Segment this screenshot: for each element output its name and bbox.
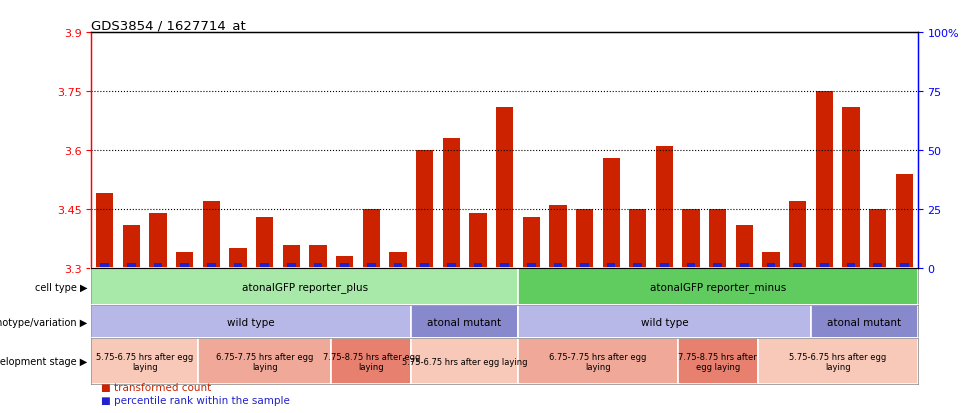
- Text: 5.75-6.75 hrs after egg
laying: 5.75-6.75 hrs after egg laying: [96, 352, 193, 371]
- Bar: [606, 263, 615, 268]
- Text: atonal mutant: atonal mutant: [827, 317, 901, 327]
- Text: development stage ▶: development stage ▶: [0, 356, 87, 366]
- Bar: [713, 263, 722, 268]
- Bar: [91, 268, 518, 306]
- Bar: [843, 108, 860, 268]
- Bar: [816, 92, 833, 268]
- Bar: [900, 263, 909, 268]
- Bar: [820, 263, 828, 268]
- Bar: [518, 339, 678, 384]
- Text: wild type: wild type: [228, 317, 275, 327]
- Text: 5.75-6.75 hrs after egg laying: 5.75-6.75 hrs after egg laying: [402, 357, 528, 366]
- Text: 6.75-7.75 hrs after egg
laying: 6.75-7.75 hrs after egg laying: [216, 352, 313, 371]
- Bar: [767, 263, 776, 268]
- Bar: [554, 263, 562, 268]
- Bar: [794, 263, 802, 268]
- Bar: [411, 306, 518, 339]
- Bar: [847, 263, 855, 268]
- Bar: [736, 225, 753, 268]
- Bar: [789, 202, 806, 268]
- Bar: [500, 263, 509, 268]
- Bar: [96, 194, 113, 268]
- Text: 7.75-8.75 hrs after
egg laying: 7.75-8.75 hrs after egg laying: [678, 352, 757, 371]
- Bar: [523, 217, 540, 268]
- Bar: [332, 339, 411, 384]
- Text: 7.75-8.75 hrs after egg
laying: 7.75-8.75 hrs after egg laying: [323, 352, 420, 371]
- Bar: [287, 263, 296, 268]
- Bar: [709, 210, 727, 268]
- Bar: [91, 306, 411, 339]
- Bar: [340, 263, 349, 268]
- Bar: [91, 339, 198, 384]
- Bar: [740, 263, 749, 268]
- Bar: [420, 263, 429, 268]
- Bar: [682, 210, 700, 268]
- Bar: [100, 263, 109, 268]
- Bar: [660, 263, 669, 268]
- Bar: [527, 263, 535, 268]
- Bar: [283, 245, 300, 268]
- Bar: [629, 210, 647, 268]
- Bar: [309, 245, 327, 268]
- Text: 6.75-7.75 hrs after egg
laying: 6.75-7.75 hrs after egg laying: [549, 352, 647, 371]
- Bar: [389, 253, 407, 268]
- Text: cell type ▶: cell type ▶: [35, 282, 87, 292]
- Bar: [447, 263, 456, 268]
- Bar: [416, 151, 433, 268]
- Bar: [207, 263, 215, 268]
- Bar: [123, 225, 140, 268]
- Bar: [758, 339, 918, 384]
- Bar: [394, 263, 403, 268]
- Bar: [154, 263, 162, 268]
- Bar: [869, 210, 886, 268]
- Bar: [362, 210, 380, 268]
- Bar: [549, 206, 567, 268]
- Bar: [313, 263, 322, 268]
- Bar: [518, 306, 811, 339]
- Bar: [234, 263, 242, 268]
- Bar: [443, 139, 460, 268]
- Bar: [874, 263, 882, 268]
- Bar: [580, 263, 589, 268]
- Bar: [411, 339, 518, 384]
- Bar: [678, 339, 758, 384]
- Bar: [149, 214, 166, 268]
- Bar: [655, 147, 673, 268]
- Bar: [127, 263, 136, 268]
- Text: atonal mutant: atonal mutant: [428, 317, 502, 327]
- Bar: [181, 263, 189, 268]
- Bar: [203, 202, 220, 268]
- Bar: [633, 263, 642, 268]
- Bar: [469, 214, 486, 268]
- Text: genotype/variation ▶: genotype/variation ▶: [0, 317, 87, 327]
- Text: atonalGFP reporter_minus: atonalGFP reporter_minus: [650, 282, 786, 292]
- Bar: [811, 306, 918, 339]
- Text: ■ transformed count: ■ transformed count: [101, 382, 211, 392]
- Bar: [367, 263, 376, 268]
- Bar: [603, 159, 620, 268]
- Bar: [687, 263, 696, 268]
- Text: atonalGFP reporter_plus: atonalGFP reporter_plus: [241, 282, 368, 292]
- Text: ■ percentile rank within the sample: ■ percentile rank within the sample: [101, 395, 290, 405]
- Text: GDS3854 / 1627714_at: GDS3854 / 1627714_at: [91, 19, 246, 32]
- Text: wild type: wild type: [641, 317, 688, 327]
- Bar: [198, 339, 332, 384]
- Bar: [176, 253, 193, 268]
- Bar: [474, 263, 482, 268]
- Bar: [256, 217, 273, 268]
- Bar: [496, 108, 513, 268]
- Bar: [260, 263, 269, 268]
- Bar: [762, 253, 779, 268]
- Bar: [230, 249, 247, 268]
- Text: 5.75-6.75 hrs after egg
laying: 5.75-6.75 hrs after egg laying: [789, 352, 886, 371]
- Bar: [336, 257, 354, 268]
- Bar: [896, 174, 913, 268]
- Bar: [518, 268, 918, 306]
- Bar: [576, 210, 593, 268]
